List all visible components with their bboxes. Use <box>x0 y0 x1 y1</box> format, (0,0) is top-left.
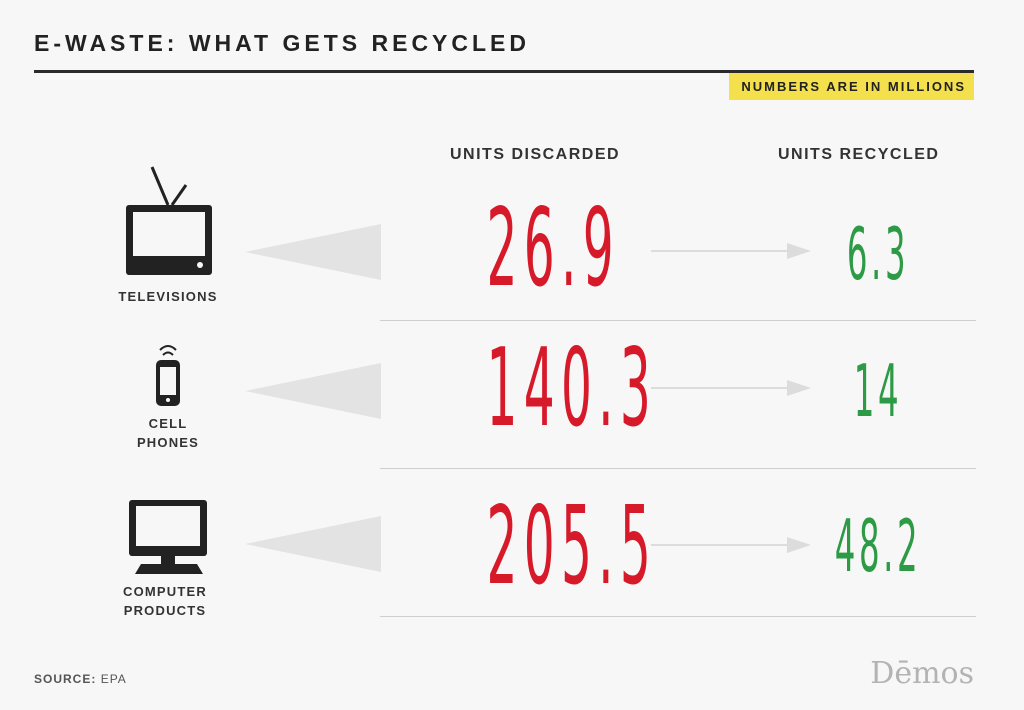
funnel-shape <box>245 516 381 572</box>
category-label-televisions: TELEVISIONS <box>103 287 233 306</box>
cell-phone-icon <box>156 345 180 406</box>
category-label-line: PRODUCTS <box>123 603 207 618</box>
column-header-discarded: UNITS DISCARDED <box>450 146 621 163</box>
units-badge: NUMBERS ARE IN MILLIONS <box>729 73 974 100</box>
row-divider <box>380 320 976 321</box>
category-label-line: PHONES <box>136 435 200 450</box>
category-label-line: TELEVISIONS <box>118 289 218 304</box>
discarded-value: 140.3 <box>486 326 658 451</box>
category-label-cell-phones: CELL PHONES <box>103 414 233 452</box>
recycled-value: 48.2 <box>834 504 922 588</box>
column-header-recycled: UNITS RECYCLED <box>778 146 940 163</box>
funnel-shape <box>245 363 381 419</box>
row-divider <box>380 468 976 469</box>
recycled-value: 14 <box>853 349 903 433</box>
source-label: SOURCE: <box>34 672 97 686</box>
source-value: EPA <box>100 672 127 686</box>
demos-logo: Dēmos <box>870 656 974 691</box>
row-divider <box>380 616 976 617</box>
discarded-value: 205.5 <box>486 484 658 609</box>
discarded-value: 26.9 <box>486 186 620 311</box>
title-rule <box>34 70 974 73</box>
television-icon <box>126 166 212 275</box>
page-title: E-WASTE: WHAT GETS RECYCLED <box>34 30 531 56</box>
category-label-computer-products: COMPUTER PRODUCTS <box>100 582 230 620</box>
category-label-line: CELL <box>148 416 188 431</box>
category-label-line: COMPUTER <box>123 584 207 599</box>
arrow-icon <box>651 380 811 396</box>
computer-icon <box>129 500 207 574</box>
source-note: SOURCE: EPA <box>34 672 127 686</box>
funnel-shape <box>245 224 381 280</box>
recycled-value: 6.3 <box>846 212 910 296</box>
arrow-icon <box>651 537 811 553</box>
arrow-icon <box>651 243 811 259</box>
